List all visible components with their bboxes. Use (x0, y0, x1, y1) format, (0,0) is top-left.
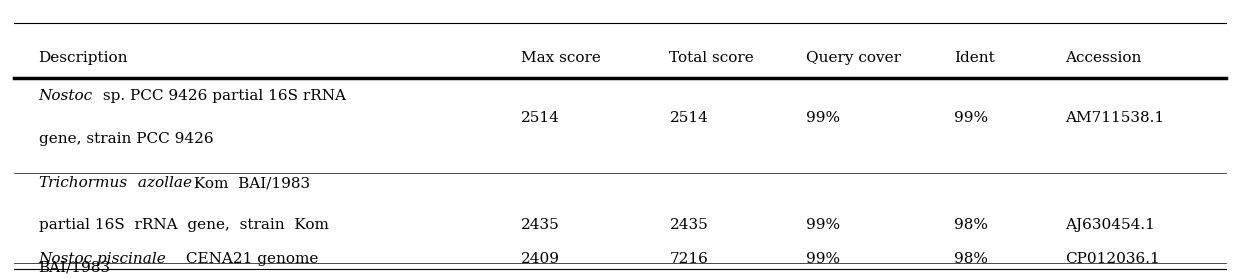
Text: Query cover: Query cover (806, 50, 900, 64)
Text: Total score: Total score (670, 50, 754, 64)
Text: 2514: 2514 (670, 110, 708, 125)
Text: 7216: 7216 (670, 252, 708, 266)
Text: CP012036.1: CP012036.1 (1065, 252, 1161, 266)
Text: gene, strain PCC 9426: gene, strain PCC 9426 (38, 133, 213, 146)
Text: BAI/1983: BAI/1983 (38, 261, 110, 275)
Text: Ident: Ident (954, 50, 994, 64)
Text: 99%: 99% (954, 110, 988, 125)
Text: azollae: azollae (133, 176, 191, 190)
Text: Description: Description (38, 50, 128, 64)
Text: sp. PCC 9426 partial 16S rRNA: sp. PCC 9426 partial 16S rRNA (98, 89, 346, 103)
Text: 2435: 2435 (670, 218, 708, 232)
Text: 98%: 98% (954, 218, 988, 232)
Text: CENA21 genome: CENA21 genome (181, 252, 319, 266)
Text: Kom  BAI/1983: Kom BAI/1983 (190, 176, 310, 190)
Text: 99%: 99% (806, 252, 839, 266)
Text: 98%: 98% (954, 252, 988, 266)
Text: 2435: 2435 (521, 218, 559, 232)
Text: Trichormus: Trichormus (38, 176, 128, 190)
Text: Max score: Max score (521, 50, 601, 64)
Text: 2514: 2514 (521, 110, 560, 125)
Text: Accession: Accession (1065, 50, 1142, 64)
Text: Nostoc: Nostoc (38, 89, 93, 103)
Text: Nostoc piscinale: Nostoc piscinale (38, 252, 166, 266)
Text: 99%: 99% (806, 218, 839, 232)
Text: partial 16S  rRNA  gene,  strain  Kom: partial 16S rRNA gene, strain Kom (38, 218, 329, 232)
Text: 99%: 99% (806, 110, 839, 125)
Text: AJ630454.1: AJ630454.1 (1065, 218, 1156, 232)
Text: 2409: 2409 (521, 252, 560, 266)
Text: AM711538.1: AM711538.1 (1065, 110, 1164, 125)
